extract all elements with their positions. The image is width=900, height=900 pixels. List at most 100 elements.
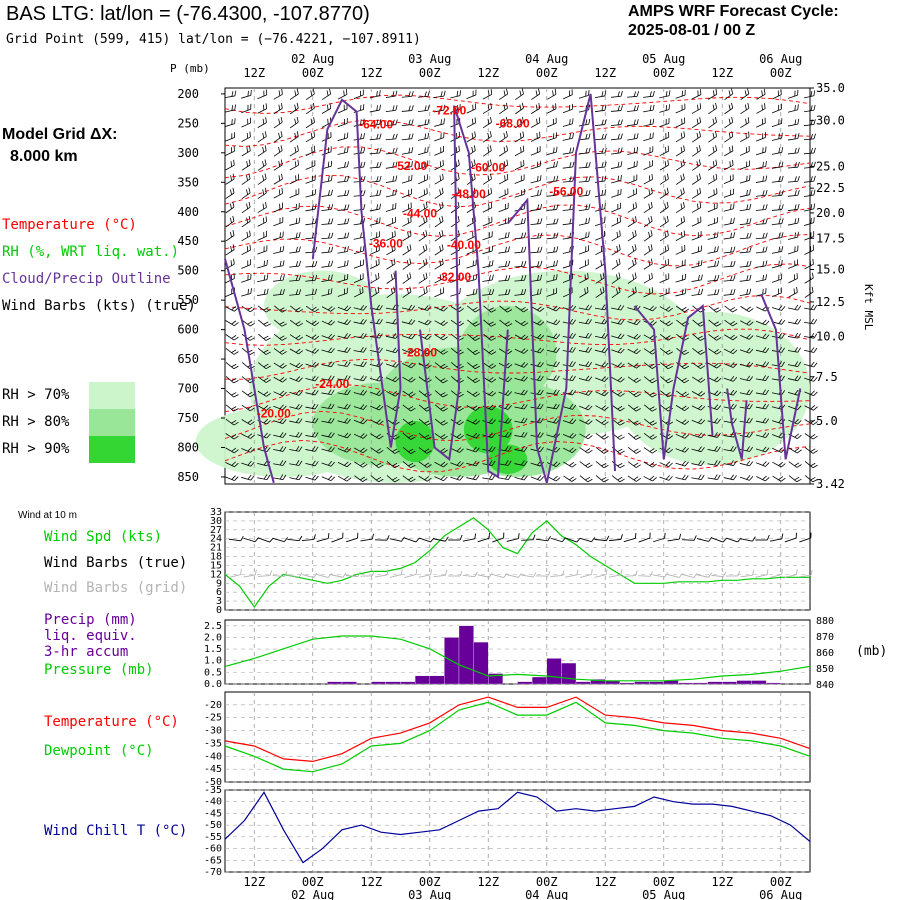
wind-barb-flag [314, 203, 317, 210]
wind-barb [675, 145, 685, 157]
wind-barb-shaft [675, 264, 686, 269]
wind-barb-flag [296, 88, 299, 95]
bottom-time-label: 00Z [419, 875, 441, 889]
wind-barb-shaft [482, 122, 492, 129]
wind-barb-shaft [562, 152, 573, 155]
wind-barb-shaft [402, 235, 412, 242]
windchill-tick-label: -60 [204, 844, 222, 855]
wind-barb-flag [668, 90, 671, 96]
wind-barb-flag [746, 161, 748, 167]
wind-barb [675, 159, 685, 171]
wind-barb-flag [311, 261, 315, 267]
top-time-label: 12Z [360, 66, 382, 80]
wind-barb-flag [651, 173, 653, 180]
wind-barb [305, 88, 315, 100]
wind-barb [755, 246, 768, 254]
wind-barb-shaft [450, 278, 460, 283]
wind-barb-flag [327, 161, 330, 168]
wind-barb-shaft [546, 265, 557, 268]
wind-barb-shaft [418, 165, 428, 170]
wind-barb-flag [330, 204, 334, 210]
height-tick-label: 7.5 [816, 370, 838, 384]
wind-barb-shaft [594, 180, 605, 183]
wind-barb [771, 259, 783, 269]
wind-barb-flag [422, 245, 425, 252]
wind-barb-flag [781, 204, 784, 210]
wind-barb-flag [810, 105, 813, 111]
wind-barb-flag [298, 289, 302, 295]
wind-barb [787, 217, 800, 226]
wind-barb-flag [778, 190, 781, 196]
wind-barb-shaft [724, 93, 733, 100]
wind-barb-flag [395, 147, 398, 153]
wind-barb-shaft [241, 235, 251, 242]
wind-barb-flag [746, 261, 749, 267]
wind-barb-flag [408, 161, 410, 168]
wind-barb-shaft [305, 136, 315, 143]
wind-barb-flag [555, 132, 557, 138]
wind-barb-shaft [273, 121, 283, 129]
wind-barb-flag [712, 104, 715, 110]
wind-barb-flag [282, 245, 285, 252]
wind-barb-flag [553, 133, 555, 139]
wind-barb [321, 103, 332, 114]
wind-barb-shaft [305, 237, 316, 240]
wind-barb-flag [733, 288, 736, 295]
station-title: BAS LTG: lat/lon = (-76.4300, -107.8770) [6, 3, 370, 25]
wind-barb-flag [667, 244, 669, 250]
wind-barb-shaft [546, 209, 557, 211]
wind-barb-shaft [434, 235, 444, 242]
wind-barb-flag [571, 89, 573, 95]
wind-barb [257, 259, 268, 269]
wind-barb-shaft [482, 279, 493, 282]
wind-barb-shaft [305, 208, 316, 212]
wind-barb-flag [248, 216, 251, 222]
wind-barb-flag [459, 273, 461, 279]
wind-barb-flag [616, 274, 619, 280]
wind-barb [546, 161, 558, 169]
wind-barb [804, 272, 814, 284]
wind-barb-shaft [643, 206, 653, 214]
wind-barb-shaft [515, 121, 524, 129]
wind-barb-flag [648, 217, 651, 224]
wind-barb-flag [633, 133, 636, 140]
wind-barb-flag [569, 119, 571, 125]
wind-barb-flag [344, 232, 347, 239]
wind-barb-flag [473, 187, 476, 194]
wind-barb [321, 204, 334, 212]
wind-barb-flag [632, 231, 635, 238]
wind-barb-flag [616, 288, 619, 294]
pressure-tick-label: 450 [177, 234, 199, 248]
wind-barb [740, 102, 750, 115]
wind-barb [692, 159, 701, 171]
wind-barb [787, 133, 800, 141]
wind-barb-shaft [803, 152, 815, 155]
wind-barb-flag [280, 159, 283, 165]
wind-barb-flag [649, 119, 652, 125]
wind-barb-flag [379, 305, 383, 311]
wind-barb-flag [813, 347, 818, 353]
wind-barb-flag [700, 260, 703, 266]
wind-barb-shaft [659, 278, 669, 284]
wind-barb-flag [665, 133, 667, 139]
wind-barb-flag [540, 218, 543, 224]
wind-barb-flag [600, 288, 602, 294]
wind-barb-shaft [546, 137, 557, 142]
wind-barb-shaft [627, 207, 637, 213]
pressure-axis-label: P (mb) [170, 62, 210, 75]
wind-barb-shaft [739, 208, 750, 212]
wind-barb-shaft [466, 250, 476, 255]
wind-barb [337, 273, 349, 283]
temperature-contour-label: -44.00 [403, 207, 437, 221]
wind-barb [740, 117, 750, 129]
wind-barb [611, 244, 621, 256]
wind-barb [305, 145, 316, 156]
wind-barb-flag [521, 246, 524, 253]
wind-barb-flag [699, 187, 702, 194]
wind-barb-flag [262, 118, 265, 125]
rh-80-label: RH > 80% [2, 414, 70, 430]
wind-barb [499, 116, 508, 129]
wind-barb [611, 188, 622, 198]
wind-barb [257, 131, 267, 143]
wind-barb-flag [395, 119, 398, 125]
